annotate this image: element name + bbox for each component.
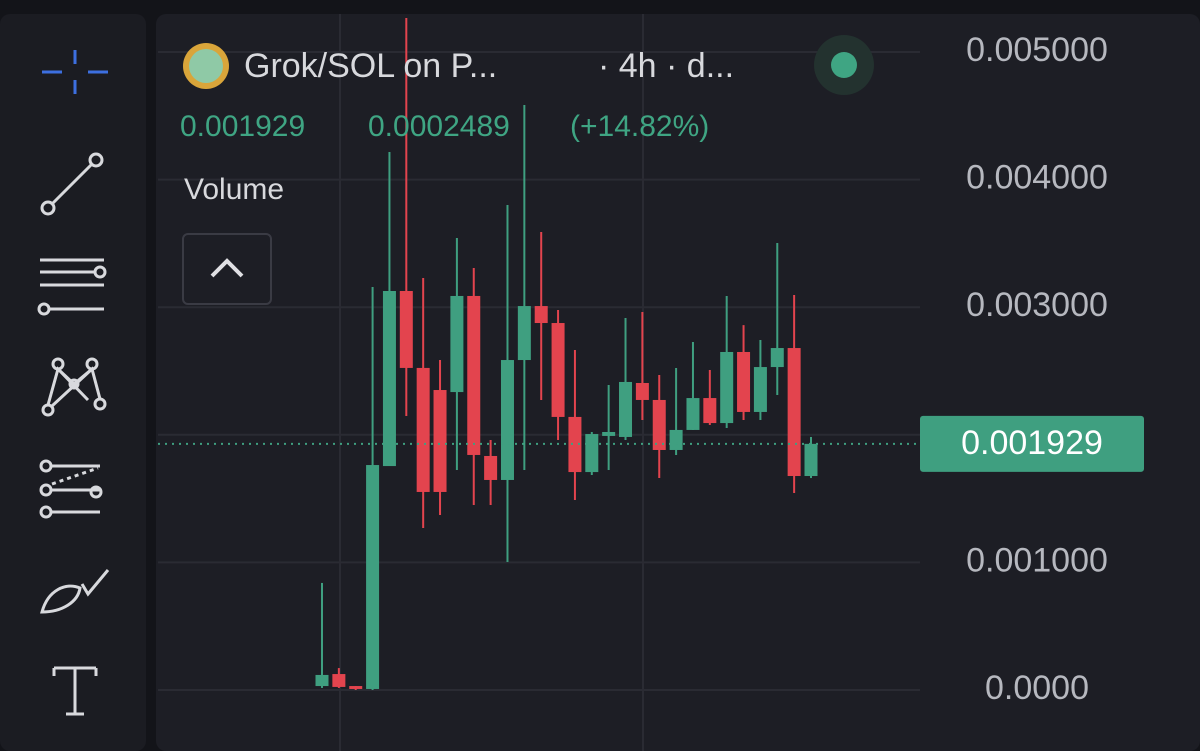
candle-body — [737, 351, 751, 412]
candle-body — [770, 348, 784, 368]
brush-tool[interactable] — [40, 569, 110, 614]
y-tick-label: 0.003000 — [966, 286, 1108, 324]
text-tool[interactable] — [52, 666, 98, 716]
candle-body — [349, 686, 363, 689]
chart-panel — [156, 14, 1200, 751]
candle-body — [585, 434, 599, 473]
candle-body — [703, 398, 717, 424]
candle-body — [467, 295, 481, 455]
candle-body — [619, 381, 633, 437]
candle-body — [517, 306, 531, 361]
legend-change-pct: (+14.82%) — [570, 110, 709, 143]
candle-body — [635, 382, 649, 400]
candle-body — [753, 367, 767, 412]
indicator-label: Volume — [184, 173, 284, 206]
candle-body — [804, 443, 818, 477]
candle-body — [450, 295, 464, 393]
tool-icons — [37, 50, 110, 716]
candle-body — [366, 465, 380, 689]
collapse-icon — [210, 258, 244, 278]
token-logo-inner — [189, 49, 223, 83]
legend-change: 0.0002489 — [368, 110, 510, 143]
candle-body — [433, 390, 447, 492]
candle-body — [652, 399, 666, 450]
interval: · 4h · d... — [598, 47, 734, 85]
candle-body — [568, 416, 582, 473]
status-dot — [831, 52, 857, 78]
candle-body — [500, 360, 514, 480]
crosshair-tool[interactable] — [42, 50, 108, 94]
candle-body — [484, 455, 498, 480]
trendline-tool[interactable] — [40, 152, 104, 216]
y-tick-label: 0.0000 — [985, 669, 1089, 707]
y-tick-label: 0.005000 — [966, 31, 1108, 69]
candle-body — [602, 431, 616, 436]
y-tick-label: 0.001000 — [966, 541, 1108, 579]
last-price-label: 0.001929 — [961, 424, 1103, 462]
y-tick-label: 0.004000 — [966, 159, 1108, 197]
candle-body — [551, 323, 565, 417]
parallel-tool[interactable] — [37, 258, 107, 316]
last-price-badge — [920, 415, 1144, 472]
candle-body — [534, 306, 548, 324]
candle-body — [787, 348, 801, 477]
symbol-title: Grok/SOL on P... — [244, 47, 497, 85]
candle-body — [315, 674, 329, 687]
candle-body — [669, 429, 683, 450]
plot: 0.00000.0010000.0020000.0030000.0040000.… — [158, 14, 1144, 751]
candle-body — [416, 367, 430, 492]
candle-body — [686, 398, 700, 430]
candle-body — [382, 290, 396, 467]
candle-body — [720, 351, 734, 424]
fib-tool[interactable] — [39, 459, 103, 519]
candle-body — [399, 290, 413, 368]
legend-close: 0.001929 — [180, 110, 305, 143]
collapse-button[interactable] — [182, 233, 272, 305]
candle-body — [332, 674, 346, 687]
pattern-tool[interactable] — [41, 357, 107, 417]
